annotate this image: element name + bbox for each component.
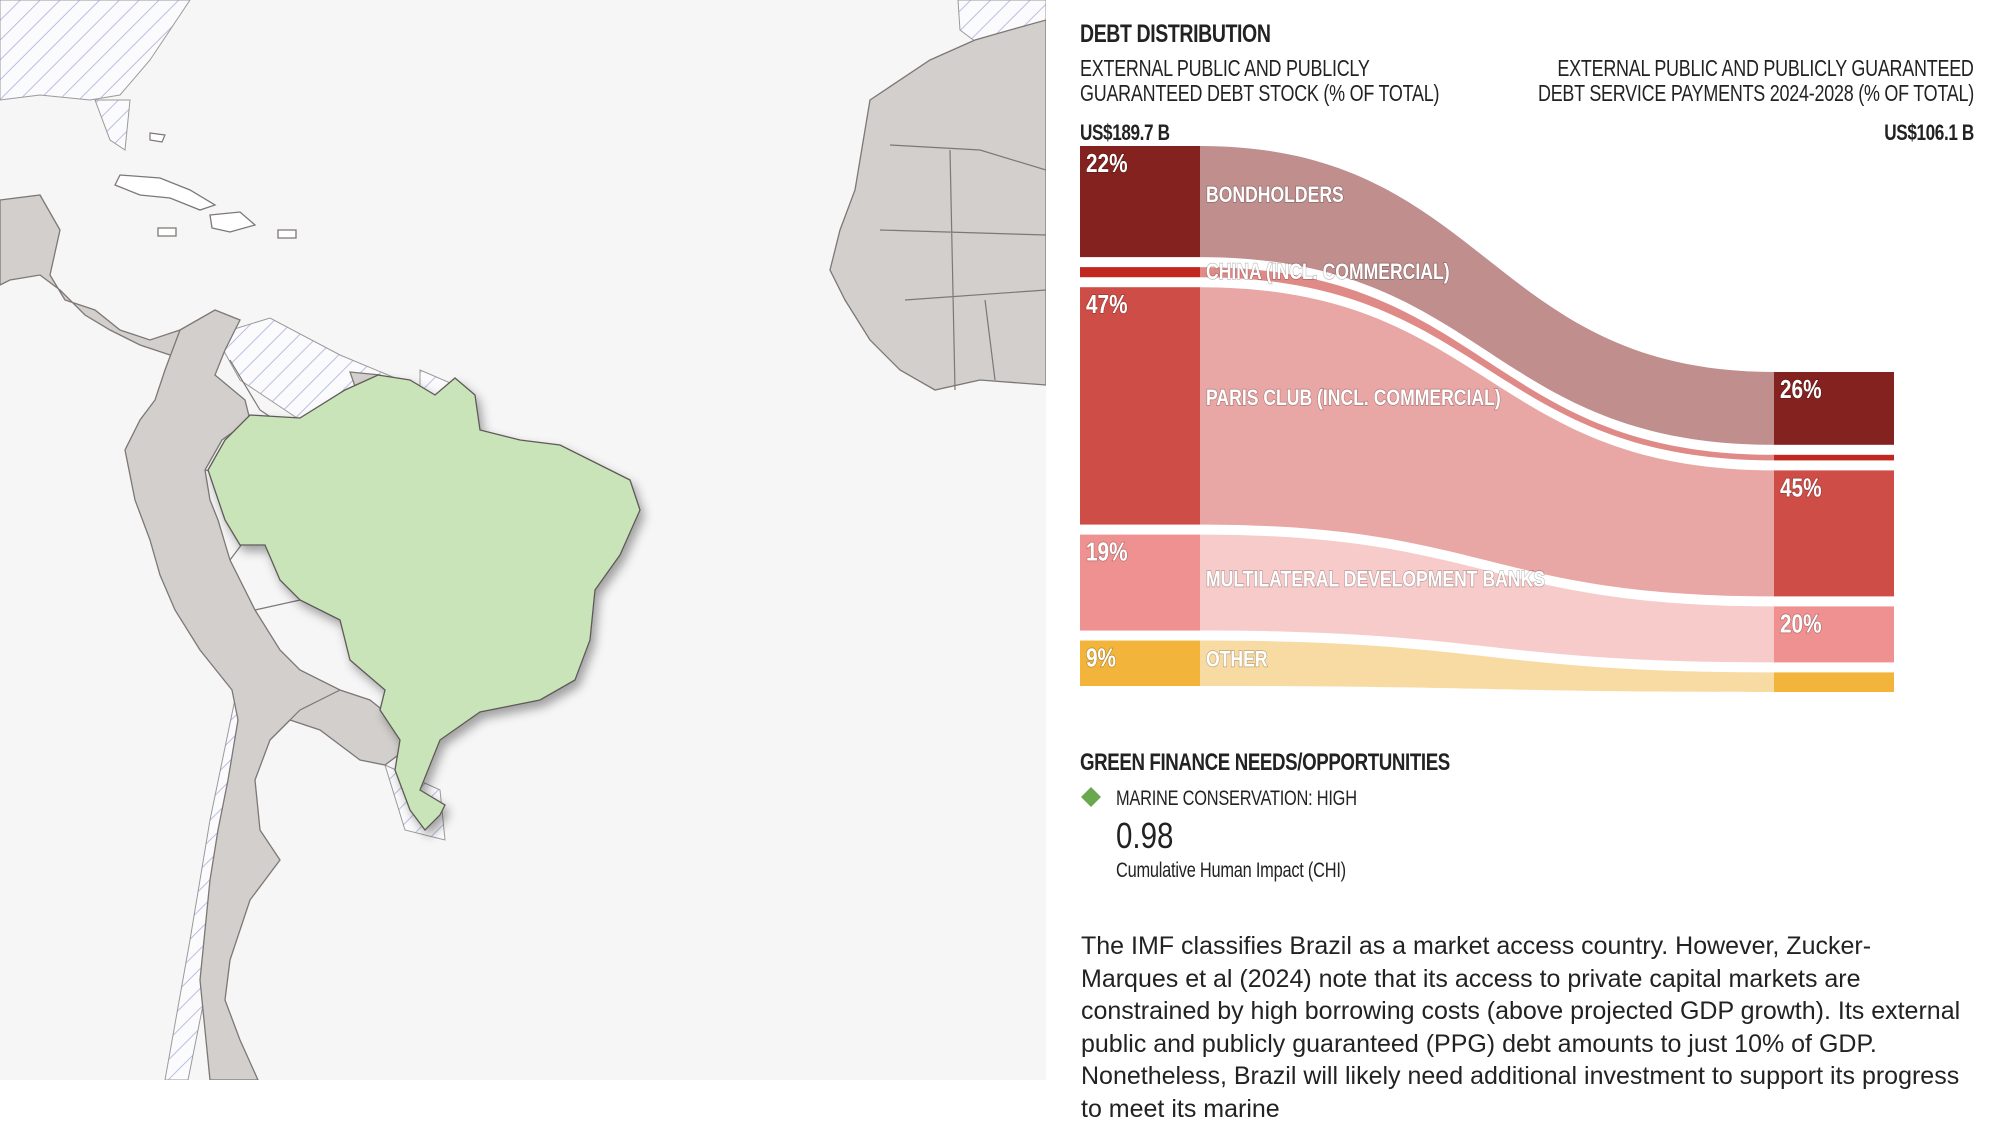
left-pct-label-2: 47%	[1086, 290, 1128, 319]
category-label-4: OTHER	[1206, 648, 1268, 672]
debt-sankey-chart: 22% 26% BONDHOLDERS CHINA (INCL. COMMERCIAL…	[1080, 146, 1894, 692]
sankey-flow-2	[1200, 287, 1774, 597]
right-total: US$106.1 B	[1884, 120, 1974, 145]
brazil-highlight	[207, 374, 641, 831]
right-node-4	[1774, 672, 1894, 692]
left-pct-label-4: 9%	[1086, 643, 1116, 672]
sankey-flow-4	[1200, 640, 1774, 692]
right-node-2	[1774, 470, 1894, 597]
left-node-0	[1080, 146, 1200, 258]
diamond-icon	[1081, 787, 1101, 807]
chi-value: 0.98	[1116, 815, 1174, 856]
sankey-flow-3	[1200, 534, 1774, 663]
right-subtitle-line1: EXTERNAL PUBLIC AND PUBLICLY GUARANTEED	[1557, 55, 1974, 81]
south-america-land	[124, 309, 406, 1080]
body-paragraph: The IMF classifies Brazil as a market ac…	[1081, 932, 1961, 1123]
africa-borders	[879, 144, 1046, 391]
left-subtitle-line2: GUARANTEED DEBT STOCK (% OF TOTAL)	[1080, 80, 1440, 106]
left-node-2	[1080, 287, 1200, 525]
map-panel	[0, 0, 1046, 1080]
country-profile-panel: DEBT DISTRIBUTION EXTERNAL PUBLIC AND PU…	[1046, 0, 1996, 1123]
left-node-1	[1080, 267, 1200, 278]
region-map	[0, 0, 1046, 1080]
right-pct-label-3: 20%	[1780, 609, 1822, 638]
right-node-0	[1774, 372, 1894, 445]
right-pct-label-2: 45%	[1780, 473, 1822, 502]
green-finance-title: GREEN FINANCE NEEDS/OPPORTUNITIES	[1080, 749, 1450, 776]
jamaica	[157, 227, 177, 237]
sankey-flow-1	[1200, 267, 1774, 461]
right-node-3	[1774, 606, 1894, 663]
left-pct-label-3: 19%	[1086, 537, 1128, 566]
right-subtitle-line2: DEBT SERVICE PAYMENTS 2024-2028 (% OF TO…	[1537, 80, 1974, 106]
cuba	[114, 174, 217, 211]
hatched-territory-florida	[94, 99, 131, 151]
chi-caption: Cumulative Human Impact (CHI)	[1116, 859, 1346, 882]
left-node-3	[1080, 534, 1200, 631]
left-node-4	[1080, 640, 1200, 686]
sankey-flow-0	[1200, 146, 1774, 445]
bahamas	[149, 132, 166, 143]
right-pct-label-0: 26%	[1780, 375, 1822, 404]
left-subtitle-line1: EXTERNAL PUBLIC AND PUBLICLY	[1080, 55, 1370, 81]
right-node-1	[1774, 454, 1894, 461]
puerto-rico	[277, 229, 297, 239]
category-label-1: CHINA (INCL. COMMERCIAL)	[1206, 260, 1450, 284]
hispaniola	[209, 211, 257, 233]
category-label-2: PARIS CLUB (INCL. COMMERCIAL)	[1206, 386, 1501, 410]
category-label-3: MULTILATERAL DEVELOPMENT BANKS	[1206, 568, 1545, 592]
debt-distribution-title: DEBT DISTRIBUTION	[1080, 20, 1271, 48]
left-pct-label-0: 22%	[1086, 149, 1128, 178]
marine-conservation-label: MARINE CONSERVATION: HIGH	[1116, 787, 1357, 810]
category-label-0: BONDHOLDERS	[1206, 183, 1344, 207]
africa	[829, 19, 1046, 391]
left-total: US$189.7 B	[1080, 120, 1170, 145]
hatched-territory-north	[0, 0, 191, 101]
